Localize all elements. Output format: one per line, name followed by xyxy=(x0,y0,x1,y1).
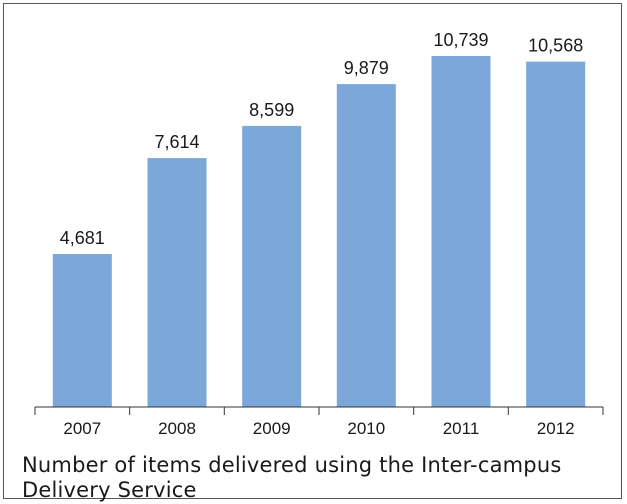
chart-caption: Number of items delivered using the Inte… xyxy=(22,453,562,502)
bar-2007 xyxy=(52,254,112,407)
x-tick-label-2011: 2011 xyxy=(443,419,480,438)
value-label-2009: 8,599 xyxy=(249,100,294,120)
bar-2011 xyxy=(431,56,491,407)
x-tick-label-2009: 2009 xyxy=(253,419,291,438)
x-tick-label-2007: 2007 xyxy=(63,419,101,438)
x-axis xyxy=(34,406,604,415)
bar-2010 xyxy=(336,84,396,407)
value-label-2007: 4,681 xyxy=(60,228,105,248)
bars-group xyxy=(52,56,586,408)
value-label-2008: 7,614 xyxy=(154,132,199,152)
chart-frame xyxy=(3,3,622,499)
x-tick-labels-group: 2007 2008 2009 2010 2011 2012 xyxy=(63,419,574,438)
value-label-2011: 10,739 xyxy=(433,30,488,50)
bar-2008 xyxy=(147,158,207,407)
x-tick-label-2008: 2008 xyxy=(158,419,196,438)
x-tick-label-2010: 2010 xyxy=(347,419,385,438)
bar-2012 xyxy=(526,61,586,407)
x-tick-label-2012: 2012 xyxy=(537,419,575,438)
value-label-2012: 10,568 xyxy=(528,36,583,56)
bar-2009 xyxy=(242,125,302,408)
value-label-2010: 9,879 xyxy=(344,58,389,78)
value-labels-group: 4,681 7,614 8,599 9,879 10,739 10,568 xyxy=(60,30,583,248)
